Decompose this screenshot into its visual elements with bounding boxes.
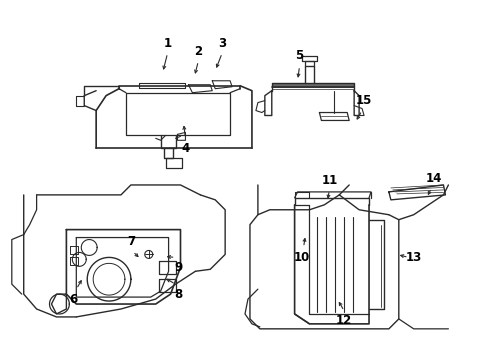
Text: 4: 4 <box>181 142 189 155</box>
Text: 2: 2 <box>194 45 202 58</box>
Text: 13: 13 <box>405 251 421 264</box>
Text: 12: 12 <box>335 314 352 327</box>
Text: 5: 5 <box>295 49 303 63</box>
Text: 7: 7 <box>126 235 135 248</box>
Text: 15: 15 <box>355 94 371 107</box>
Text: 8: 8 <box>174 288 182 301</box>
Text: 9: 9 <box>174 261 182 274</box>
Text: 6: 6 <box>69 293 77 306</box>
Text: 1: 1 <box>163 37 171 50</box>
Text: 3: 3 <box>218 37 226 50</box>
Text: 14: 14 <box>425 171 441 185</box>
Text: 11: 11 <box>321 174 337 186</box>
Text: 10: 10 <box>293 251 309 264</box>
